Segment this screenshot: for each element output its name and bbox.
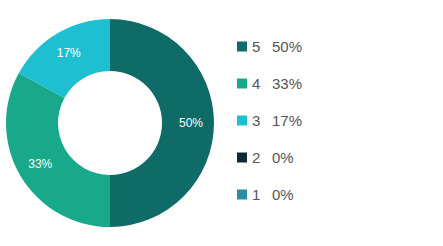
svg-text:17%: 17% — [272, 112, 302, 129]
svg-text:0%: 0% — [272, 186, 294, 203]
svg-text:50%: 50% — [179, 116, 203, 130]
svg-text:3: 3 — [252, 112, 260, 129]
svg-text:2: 2 — [252, 149, 260, 166]
svg-text:4: 4 — [252, 75, 260, 92]
svg-text:0%: 0% — [272, 149, 294, 166]
svg-text:33%: 33% — [28, 157, 52, 171]
svg-text:33%: 33% — [272, 75, 302, 92]
svg-text:50%: 50% — [272, 38, 302, 55]
svg-text:17%: 17% — [57, 46, 81, 60]
svg-text:1: 1 — [252, 186, 260, 203]
svg-text:5: 5 — [252, 38, 260, 55]
